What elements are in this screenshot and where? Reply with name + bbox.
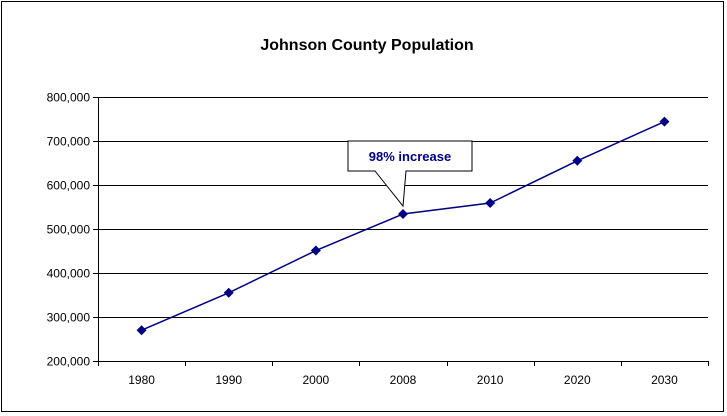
axes xyxy=(93,97,709,366)
data-point-marker xyxy=(136,325,147,336)
x-tick-label: 2008 xyxy=(390,373,417,387)
data-point-marker xyxy=(398,209,408,220)
x-tick-label: 1980 xyxy=(128,373,155,387)
data-point-marker xyxy=(572,155,583,166)
y-tick-label: 200,000 xyxy=(47,355,91,369)
y-tick-label: 700,000 xyxy=(47,135,91,149)
y-tick-label: 300,000 xyxy=(47,311,91,325)
annotation-callout-box xyxy=(347,140,473,208)
annotation-label: 98% increase xyxy=(369,149,451,164)
x-tick-label: 2030 xyxy=(651,373,678,387)
data-point-marker xyxy=(310,245,321,256)
annotation: 98% increase xyxy=(347,140,473,208)
chart-title: Johnson County Population xyxy=(260,37,473,54)
x-tick-label: 2020 xyxy=(564,373,591,387)
y-tick-label: 600,000 xyxy=(47,179,91,193)
y-tick-label: 800,000 xyxy=(47,91,91,105)
x-tick-labels: 1980 1990 2000 2008 2010 2020 2030 xyxy=(128,373,678,387)
gridlines xyxy=(98,97,708,318)
x-tick-label: 2010 xyxy=(477,373,504,387)
data-point-marker xyxy=(659,116,670,127)
x-tick-label: 2000 xyxy=(303,373,330,387)
data-point-marker xyxy=(223,287,234,298)
data-point-marker xyxy=(485,198,496,209)
y-tick-label: 400,000 xyxy=(47,267,91,281)
y-tick-labels: 200,000 300,000 400,000 500,000 600,000 700,0… xyxy=(47,91,91,369)
y-tick-label: 500,000 xyxy=(47,223,91,237)
x-tick-label: 1990 xyxy=(215,373,242,387)
series xyxy=(136,116,670,336)
